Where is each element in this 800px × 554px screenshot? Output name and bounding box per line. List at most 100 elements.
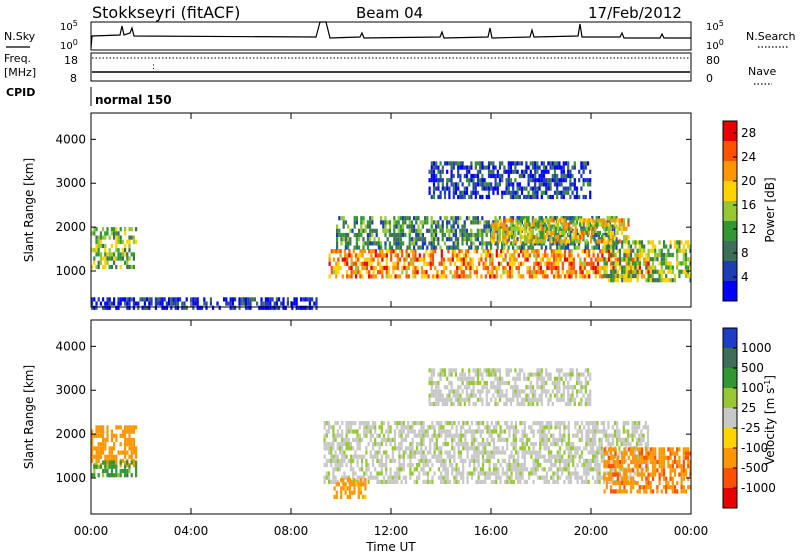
echo-cell <box>612 459 615 465</box>
echo-cell <box>519 463 522 468</box>
echo-cell <box>520 241 523 246</box>
echo-cell <box>355 482 358 487</box>
echo-cell <box>607 425 610 430</box>
echo-cell <box>433 471 436 476</box>
echo-cell <box>113 433 116 438</box>
echo-cell <box>546 235 549 240</box>
echo-cell <box>126 239 129 244</box>
echo-cell <box>603 265 606 270</box>
echo-cell <box>485 165 488 170</box>
echo-cell <box>415 220 418 225</box>
echo-cell <box>450 380 453 386</box>
echo-cell <box>562 165 565 170</box>
echo-cell <box>562 397 565 402</box>
echo-cell <box>402 421 405 426</box>
echo-cell <box>503 216 506 221</box>
echo-cell <box>646 433 650 438</box>
echo-cell <box>580 454 584 459</box>
echo-cell <box>377 245 380 250</box>
echo-cell <box>435 237 438 242</box>
echo-cell <box>550 433 553 438</box>
echo-cell <box>516 161 519 166</box>
echo-cell <box>660 451 663 456</box>
echo-cell <box>113 473 116 478</box>
echo-cell <box>150 301 153 306</box>
echo-cell <box>564 178 568 183</box>
echo-cell <box>421 232 424 238</box>
echo-cell <box>113 231 116 236</box>
echo-cell <box>575 194 579 200</box>
echo-cell <box>110 446 113 451</box>
echo-cell <box>481 194 484 200</box>
echo-cell <box>560 182 563 187</box>
echo-cell <box>93 248 96 253</box>
echo-cell <box>571 165 574 170</box>
echo-cell <box>689 468 692 473</box>
echo-cell <box>433 433 436 438</box>
echo-cell <box>501 173 504 179</box>
echo-cell <box>582 182 585 187</box>
echo-cell <box>586 241 589 246</box>
echo-cell <box>547 467 551 472</box>
echo-cell <box>126 301 129 306</box>
echo-cell <box>414 257 417 262</box>
echo-cell <box>547 186 550 191</box>
echo-cell <box>539 437 542 442</box>
echo-cell <box>676 447 679 452</box>
echo-cell <box>470 442 474 447</box>
echo-cell <box>589 429 592 434</box>
echo-cell <box>561 270 564 275</box>
echo-cell <box>378 458 381 463</box>
echo-cell <box>121 252 124 257</box>
echo-cell <box>415 237 418 242</box>
echo-cell <box>148 301 151 306</box>
echo-cell <box>135 450 138 455</box>
echo-cell <box>524 253 527 258</box>
echo-cell <box>629 261 633 266</box>
echo-cell <box>543 226 546 231</box>
echo-cell <box>385 442 388 447</box>
echo-cell <box>554 425 557 430</box>
echo-cell <box>479 421 482 426</box>
echo-cell <box>91 473 94 478</box>
echo-cell <box>594 463 597 468</box>
echo-cell <box>586 245 589 250</box>
echo-cell <box>481 471 485 476</box>
echo-cell <box>598 437 601 442</box>
echo-cell <box>387 265 391 271</box>
echo-cell <box>448 433 452 438</box>
echo-cell <box>589 372 592 377</box>
echo-cell <box>396 471 399 476</box>
echo-cell <box>586 372 590 377</box>
echo-cell <box>640 269 644 274</box>
echo-cell <box>113 301 116 306</box>
echo-cell <box>605 261 608 266</box>
echo-cell <box>459 401 462 407</box>
echo-cell <box>472 380 475 386</box>
echo-cell <box>673 468 677 473</box>
echo-cell <box>568 222 571 227</box>
echo-cell <box>584 194 587 200</box>
echo-cell <box>371 421 375 426</box>
echo-cell <box>249 297 252 302</box>
echo-cell <box>623 273 626 279</box>
echo-cell <box>662 244 666 249</box>
echo-cell <box>466 454 469 459</box>
echo-cell <box>559 274 562 279</box>
echo-cell <box>506 274 509 279</box>
echo-cell <box>104 235 107 240</box>
echo-cell <box>385 249 388 254</box>
echo-cell <box>554 222 557 227</box>
echo-cell <box>393 458 397 463</box>
echo-cell <box>610 265 613 270</box>
echo-cell <box>612 278 615 283</box>
echo-cell <box>507 397 510 402</box>
echo-cell <box>428 393 431 398</box>
echo-cell <box>327 442 331 447</box>
echo-cell <box>484 249 487 254</box>
echo-cell <box>480 257 483 262</box>
echo-cell <box>539 463 542 468</box>
echo-cell <box>665 485 668 490</box>
echo-cell <box>496 376 499 381</box>
echo-cell <box>518 186 521 191</box>
